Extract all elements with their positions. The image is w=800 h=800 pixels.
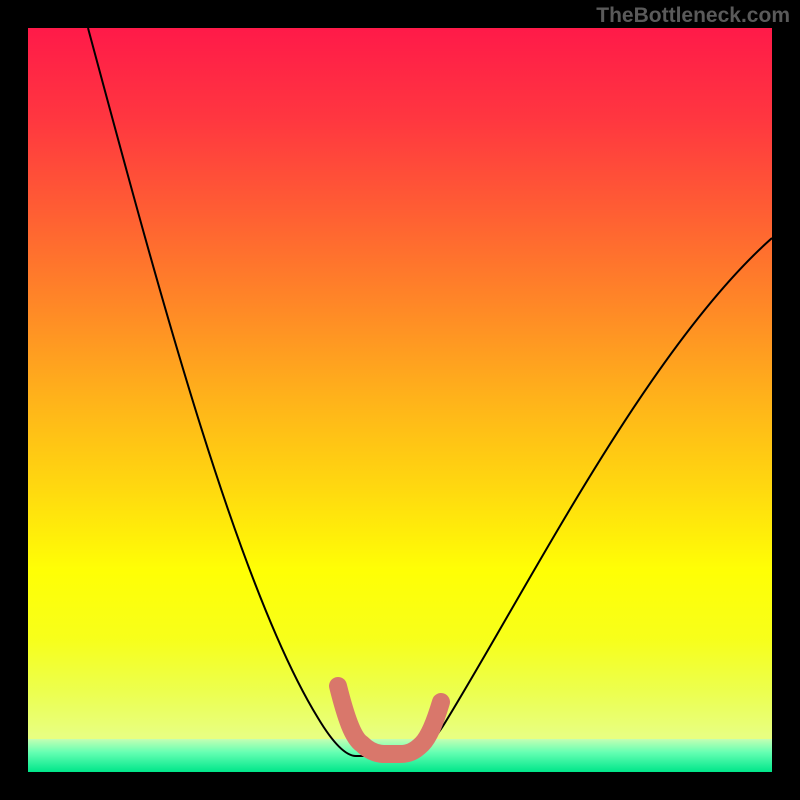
curve-layer	[28, 28, 772, 772]
bottleneck-curve	[88, 28, 772, 756]
watermark-text: TheBottleneck.com	[596, 4, 790, 28]
optimal-marker	[338, 686, 441, 754]
chart-outer: TheBottleneck.com	[0, 0, 800, 800]
plot-area	[28, 28, 772, 772]
